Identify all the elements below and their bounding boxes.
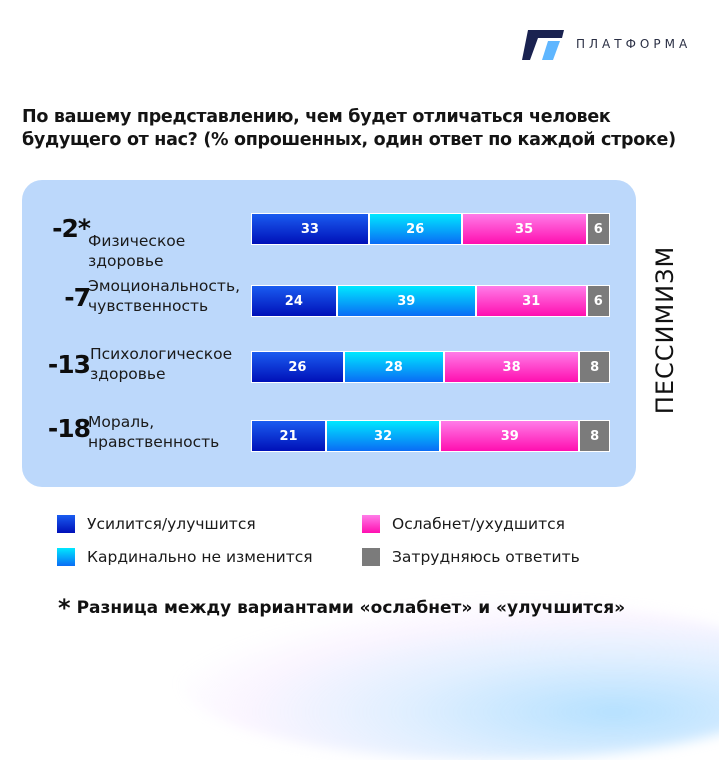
segment-same: 32 [326,421,442,451]
row-difference: -13 [47,350,91,379]
stacked-bar: 26 28 38 8 [251,351,610,383]
segment-worse: 31 [476,286,588,316]
brand-logo: ПЛАТФОРМА [520,26,691,62]
legend-swatch [57,548,75,566]
segment-better: 33 [252,214,370,244]
row-label: Психологическое здоровье [90,345,233,383]
chart-row: -7 Эмоциональность, чувственность 24 39 … [22,276,636,336]
segment-same: 39 [337,286,477,316]
legend-item-worse: Ослабнет/ухудшится [362,515,565,533]
background-gradient [180,600,719,760]
legend-item-unsure: Затрудняюсь ответить [362,548,580,566]
segment-better: 24 [252,286,338,316]
legend-item-better: Усилится/улучшится [57,515,256,533]
row-label: Эмоциональность, чувственность [88,277,241,315]
row-difference: -7 [64,283,91,312]
pessimism-label: ПЕССИМИЗМ [651,245,679,415]
segment-worse: 39 [441,421,581,451]
chart-row: -18 Мораль, нравственность 21 32 39 8 [22,412,636,472]
chart-row: -2* Физическое здоровье 33 26 35 6 [22,206,636,270]
segment-unsure: 8 [580,421,609,451]
segment-better: 26 [252,352,345,382]
segment-unsure: 8 [580,352,609,382]
segment-unsure: 6 [587,286,609,316]
segment-unsure: 6 [587,214,609,244]
footnote: * Разница между вариантами «ослабнет» и … [58,594,626,622]
segment-better: 21 [252,421,327,451]
platforma-logo-icon [520,26,568,62]
row-label: Физическое здоровье [88,232,186,270]
segment-same: 28 [344,352,445,382]
stacked-bar: 33 26 35 6 [251,213,610,245]
segment-worse: 38 [444,352,581,382]
row-difference: -2* [52,214,91,243]
row-label: Мораль, нравственность [88,413,220,451]
row-difference: -18 [47,414,91,443]
chart-row: -13 Психологическое здоровье 26 28 38 8 [22,344,636,404]
legend-swatch [362,515,380,533]
asterisk-icon: * [58,594,71,622]
brand-name: ПЛАТФОРМА [576,37,692,51]
chart-legend: Усилится/улучшится Кардинально не измени… [57,515,637,575]
stacked-bar: 21 32 39 8 [251,420,610,452]
legend-item-same: Кардинально не изменится [57,548,313,566]
chart-panel: -2* Физическое здоровье 33 26 35 6 -7 Эм… [22,180,636,487]
legend-swatch [362,548,380,566]
legend-swatch [57,515,75,533]
segment-same: 26 [369,214,463,244]
segment-worse: 35 [462,214,588,244]
stacked-bar: 24 39 31 6 [251,285,610,317]
chart-title: По вашему представлению, чем будет отлич… [22,107,676,150]
